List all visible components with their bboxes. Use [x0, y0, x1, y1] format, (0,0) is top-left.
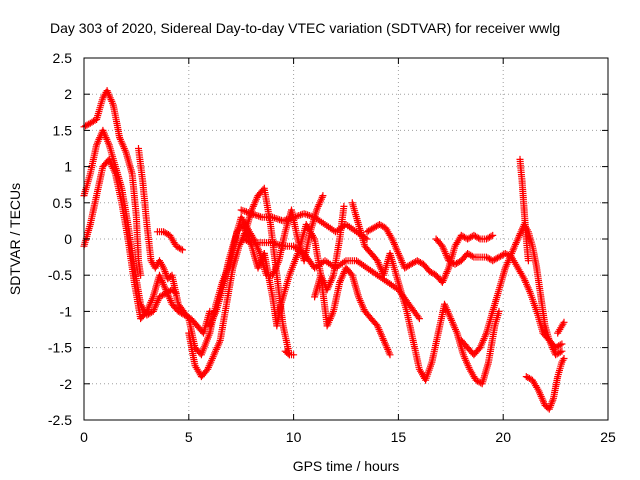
x-tick-label: 0 [80, 429, 88, 445]
data-point [179, 246, 186, 254]
data-point [184, 313, 192, 321]
data-point [556, 341, 564, 349]
x-tick-label: 10 [286, 429, 302, 445]
series-track-18 [522, 355, 568, 413]
data-point [489, 231, 497, 239]
series-track-16 [457, 221, 566, 359]
data-points [80, 87, 568, 413]
y-tick-label: 0 [64, 231, 72, 247]
data-point [386, 351, 394, 359]
y-tick-label: 1 [64, 159, 72, 175]
x-tick-label: 25 [600, 429, 616, 445]
series-track-15 [432, 235, 566, 352]
y-tick-label: -1.5 [48, 340, 72, 356]
data-point [467, 251, 475, 259]
data-point [560, 355, 568, 362]
data-point [415, 315, 423, 323]
y-tick-label: 0.5 [53, 195, 73, 211]
series-track-14 [363, 221, 497, 286]
series-track-19 [554, 318, 568, 337]
data-point [467, 233, 475, 241]
data-point [560, 318, 568, 326]
data-point [524, 257, 532, 265]
series-track-17 [516, 155, 532, 265]
y-tick-label: -0.5 [48, 267, 72, 283]
x-axis-label: GPS time / hours [293, 458, 400, 474]
data-point [486, 233, 494, 241]
series-track-4 [135, 145, 268, 359]
y-tick-label: -1 [60, 303, 73, 319]
data-point [558, 347, 566, 355]
x-tick-label: 5 [185, 429, 193, 445]
data-point [244, 237, 252, 245]
data-point [243, 236, 251, 244]
data-point [246, 238, 254, 246]
data-point [525, 374, 533, 382]
data-point [414, 313, 422, 321]
data-point [473, 233, 481, 241]
data-point [429, 269, 437, 277]
series-track-3 [80, 155, 214, 337]
y-tick-label: 1.5 [53, 122, 73, 138]
data-point [340, 202, 348, 210]
data-point [454, 259, 462, 266]
data-point [177, 245, 185, 253]
data-point [486, 255, 494, 263]
axis-ticks [83, 57, 609, 421]
series-track-1 [80, 87, 145, 279]
data-point [495, 307, 503, 315]
data-point [206, 307, 214, 315]
series-track-9 [239, 235, 423, 323]
data-point [163, 230, 171, 238]
data-point [137, 271, 145, 279]
series-track-5 [153, 228, 186, 254]
x-tick-label: 15 [391, 429, 407, 445]
x-tick-label: 20 [495, 429, 511, 445]
data-point [284, 350, 292, 358]
y-tick-label: -2 [60, 376, 73, 392]
data-point [379, 222, 387, 230]
y-tick-label: -2.5 [48, 412, 72, 428]
data-point [555, 349, 563, 357]
series-track-12 [311, 202, 348, 301]
data-point [555, 342, 563, 350]
data-point [416, 259, 424, 266]
data-point [487, 232, 495, 240]
series-track-10 [260, 221, 394, 359]
series-track-6 [185, 184, 293, 381]
data-point [363, 235, 371, 243]
data-point [460, 233, 468, 241]
y-axis-label: SDTVAR / TECUs [7, 183, 23, 295]
data-point [556, 348, 564, 356]
chart-title: Day 303 of 2020, Sidereal Day-to-day VTE… [50, 20, 560, 36]
data-point [290, 351, 298, 359]
series-track-11 [281, 347, 298, 359]
data-point [340, 258, 348, 266]
data-point [558, 340, 566, 348]
y-tick-label: 2 [64, 86, 72, 102]
data-point [319, 192, 327, 200]
data-point [468, 252, 476, 260]
series-track-8 [237, 206, 371, 243]
tick-labels: 0 5 10 15 20 25 -2.5 -2 -1.5 -1 -0.5 0 0.5 1 1.5 2 2.5 [48, 50, 616, 445]
data-point [241, 236, 249, 244]
series-track-13 [348, 199, 503, 388]
y-tick-label: 2.5 [53, 50, 73, 66]
data-point [239, 235, 247, 243]
data-point [475, 234, 483, 242]
